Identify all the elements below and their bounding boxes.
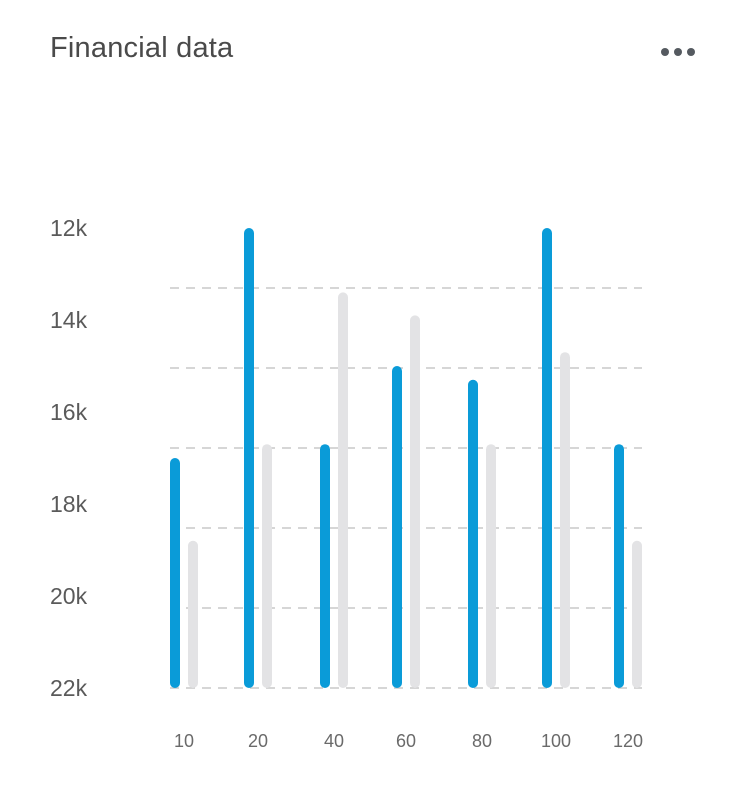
y-tick-label: 22k [50,675,88,701]
bar-secondary [188,540,198,688]
more-options-icon[interactable] [652,36,704,68]
bar-secondary [632,540,642,688]
bar-secondary [560,352,570,688]
y-tick-label: 16k [50,399,88,425]
more-dot [674,48,682,56]
x-tick-label: 80 [471,731,493,751]
bar-primary [170,458,180,688]
x-tick-label: 120 [612,731,644,751]
bar-secondary [486,444,496,688]
card-title: Financial data [50,32,234,64]
bar-secondary [262,444,272,688]
more-dot [661,48,669,56]
y-tick-label: 20k [50,583,88,609]
bar-primary [614,444,624,688]
y-tick-label: 18k [50,491,88,517]
y-tick-label: 12k [50,215,88,241]
bar-secondary [410,315,420,688]
bar-primary [392,366,402,688]
bar-primary [468,379,478,688]
x-tick-label: 100 [540,731,572,751]
bar-primary [542,228,552,688]
y-tick-label: 14k [50,307,88,333]
x-tick-label: 60 [395,731,417,751]
bar-primary [320,444,330,688]
bar-primary [244,228,254,688]
x-tick-label: 10 [173,731,195,751]
more-dot [687,48,695,56]
x-tick-label: 20 [247,731,269,751]
x-tick-label: 40 [323,731,345,751]
bar-secondary [338,292,348,688]
